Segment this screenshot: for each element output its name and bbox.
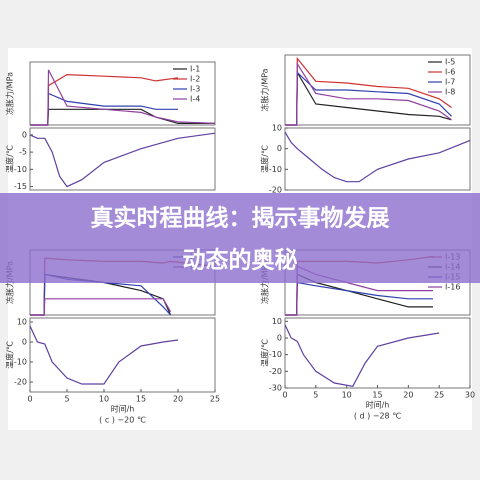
plot-frame <box>284 54 471 126</box>
y-axis-label: 温度/℃ <box>260 145 270 173</box>
y-tick-label: -10 <box>14 165 27 174</box>
x-tick-label: 5 <box>64 395 69 404</box>
legend-label: Ⅰ-5 <box>445 58 455 67</box>
x-tick-label: 15 <box>372 391 382 400</box>
y-tick-label: 10 <box>272 317 282 326</box>
legend-label: Ⅰ-8 <box>445 88 455 97</box>
y-tick-label: -5 <box>19 148 27 157</box>
legend-label: Ⅰ-6 <box>445 68 455 77</box>
caption: ( c ) −20 ℃ <box>99 416 146 425</box>
y-tick-label: 10 <box>272 124 282 133</box>
y-axis-label: 冻胀力/MPa <box>5 72 15 115</box>
legend-label: Ⅰ-1 <box>190 65 200 74</box>
x-tick-label: 30 <box>465 391 475 400</box>
line-series <box>30 298 172 316</box>
y-tick-label: 0 <box>22 130 27 139</box>
plot-frame <box>284 127 471 191</box>
y-tick-label: 10 <box>17 318 27 327</box>
legend-label: Ⅰ-3 <box>190 85 200 94</box>
x-tick-label: 10 <box>342 391 352 400</box>
banner-line: 真实时程曲线：揭示事物发展 <box>91 205 390 232</box>
y-tick-label: -10 <box>269 350 282 359</box>
x-tick-label: 25 <box>210 395 220 404</box>
y-tick-label: -20 <box>269 186 282 195</box>
legend-label: Ⅰ-16 <box>445 283 460 292</box>
line-series <box>29 132 216 188</box>
plot-frame <box>29 317 216 393</box>
y-tick-label: 0 <box>277 144 282 153</box>
line-series <box>284 131 471 183</box>
x-tick-label: 0 <box>27 395 32 404</box>
legend-label: Ⅰ-7 <box>445 78 455 87</box>
line-series <box>284 324 440 387</box>
y-tick-label: -20 <box>269 367 282 376</box>
x-axis-label: 时间/h <box>366 400 390 410</box>
y-tick-label: 0 <box>277 334 282 343</box>
y-axis-label: 冻胀力/MPa <box>260 68 270 111</box>
x-tick-label: 20 <box>403 391 413 400</box>
legend-label: Ⅰ-4 <box>190 95 200 104</box>
x-tick-label: 5 <box>313 391 318 400</box>
y-axis-label: 温度/℃ <box>5 341 15 369</box>
line-series <box>29 325 179 385</box>
x-axis-label: 时间/h <box>111 404 135 414</box>
banner <box>0 193 480 283</box>
legend-label: Ⅰ-2 <box>190 75 200 84</box>
banner-line: 动态的奥秘 <box>183 247 298 274</box>
x-tick-label: 15 <box>136 395 146 404</box>
y-tick-label: 0 <box>22 338 27 347</box>
line-series <box>285 61 452 126</box>
x-tick-label: 20 <box>173 395 183 404</box>
plot-frame <box>29 61 216 126</box>
caption: ( d ) −28 ℃ <box>354 412 401 421</box>
y-tick-label: -20 <box>14 378 27 387</box>
y-axis-label: 温度/℃ <box>260 339 270 367</box>
y-tick-label: -10 <box>14 358 27 367</box>
line-series <box>30 69 216 126</box>
x-tick-label: 25 <box>434 391 444 400</box>
y-tick-label: -10 <box>269 165 282 174</box>
x-tick-label: 10 <box>99 395 109 404</box>
y-tick-label: -30 <box>269 384 282 393</box>
y-axis-label: 温度/℃ <box>5 145 15 173</box>
y-tick-label: -15 <box>14 182 27 191</box>
x-tick-label: 0 <box>282 391 287 400</box>
plot-frame <box>29 127 216 191</box>
